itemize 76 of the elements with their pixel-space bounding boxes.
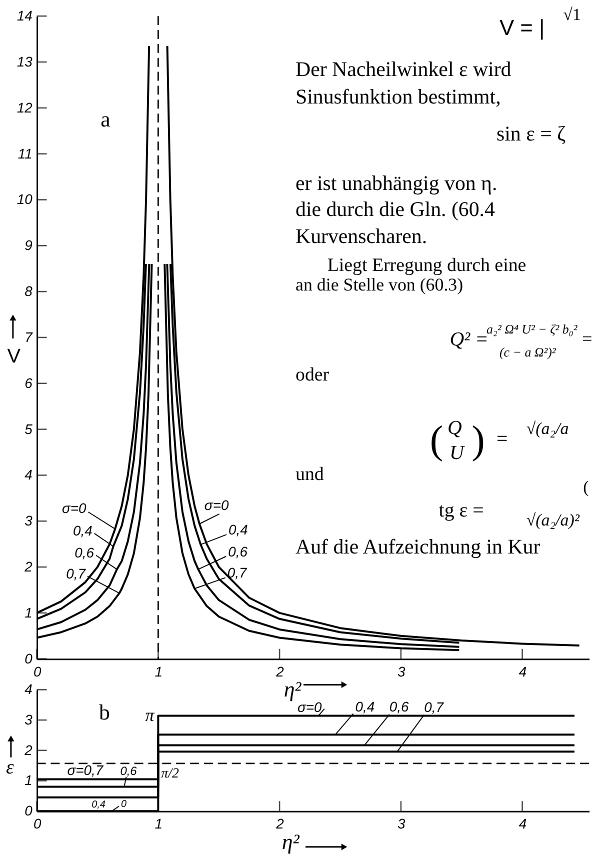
annotation: 0,7: [424, 698, 445, 715]
annotation: 0,6: [389, 698, 409, 714]
y-tick-label: 6: [24, 374, 33, 391]
annotation: sin ε = ζ: [496, 121, 566, 146]
y-tick-label: 8: [24, 283, 33, 300]
annotation: 0,4: [92, 799, 106, 810]
annotation: die durch die Gln. (60.4: [296, 197, 496, 222]
y-tick-label: 13: [16, 53, 33, 70]
y-axis-title: ε: [6, 756, 14, 778]
annotation: 0,6: [74, 544, 94, 560]
x-tick-label: 3: [398, 815, 406, 832]
annotation: σ=0: [62, 500, 86, 516]
y-tick-label: 12: [16, 99, 33, 116]
annotation: 0,4: [355, 698, 375, 715]
annotation: (c − a Ω²)²: [499, 344, 557, 360]
text: a: [100, 106, 111, 132]
annotation: (: [583, 478, 590, 497]
y-tick-label: 9: [24, 237, 33, 254]
y-tick-label: 1: [24, 772, 32, 788]
y-tick-label: 0: [24, 650, 33, 666]
annotation: =: [582, 328, 592, 348]
annotation: Kurvenscharen.: [296, 224, 428, 248]
annotation: V = |: [499, 14, 545, 40]
x-tick-label: 4: [518, 815, 527, 832]
x-tick-label: 1: [154, 815, 163, 832]
annotation: an die Stelle von (60.3): [296, 274, 464, 295]
y-tick-label: 2: [24, 742, 33, 758]
annotation: =: [496, 428, 508, 450]
y-tick-label: 0: [24, 802, 33, 819]
annotation: 0,6: [120, 764, 138, 778]
annotation: und: [296, 464, 324, 485]
y-tick-label: 11: [18, 145, 32, 162]
annotation: 0,4: [228, 522, 248, 538]
annotation: Q: [448, 416, 462, 439]
y-tick-label: 1: [24, 604, 32, 620]
annotation: a₂² Ω⁴ U² − ζ² b₀²: [486, 321, 578, 336]
chart-title: b: [99, 700, 110, 725]
annotation: σ=0: [204, 496, 229, 513]
annotation: 0,4: [73, 522, 93, 538]
y-tick-label: 3: [24, 712, 33, 728]
y-tick-label: 7: [24, 328, 34, 345]
y-tick-label: 3: [24, 512, 33, 529]
annotation: Q² =: [450, 328, 488, 350]
annotation: Auf die Aufzeichnung in Kur: [296, 534, 540, 558]
annotation: σ=0,7: [67, 762, 104, 778]
annotation: √1: [563, 5, 581, 24]
y-tick-label: 5: [24, 420, 33, 437]
annotation: 0,7: [227, 564, 248, 581]
annotation: ): [472, 418, 485, 462]
y-axis-title: V: [7, 345, 22, 368]
x-tick-label: 4: [518, 663, 527, 680]
y-tick-label: 2: [24, 558, 33, 575]
annotation: 0: [121, 799, 128, 810]
x-axis-title: η²: [282, 828, 300, 854]
y-tick-label: 10: [16, 191, 33, 208]
x-tick-label: 1: [154, 663, 163, 680]
annotation: 0,6: [228, 543, 248, 560]
y-tick-label: 14: [16, 8, 33, 24]
annotation: √(a₂/a: [526, 418, 569, 438]
x-tick-label: 2: [275, 815, 284, 832]
annotation: tg ε =: [438, 500, 484, 522]
y-tick-label: 4: [24, 681, 33, 698]
annotation: Liegt Erregung durch eine: [327, 254, 526, 276]
annotation: π/2: [161, 766, 180, 782]
annotation: 0,7: [66, 565, 87, 582]
x-tick-label: 2: [275, 663, 284, 680]
y-tick-label: 4: [24, 466, 33, 483]
annotation: Sinusfunktion bestimmt,: [296, 84, 501, 109]
annotation: π: [145, 704, 156, 725]
annotation: Der Nacheilwinkel ε wird: [296, 56, 512, 81]
annotation: (: [430, 418, 444, 462]
annotation: oder: [296, 364, 330, 386]
annotation: U: [450, 442, 466, 464]
annotation: √(a₂/a)²: [526, 510, 580, 530]
annotation: er ist unabhängig von η.: [296, 171, 498, 196]
x-tick-label: 3: [398, 663, 406, 680]
